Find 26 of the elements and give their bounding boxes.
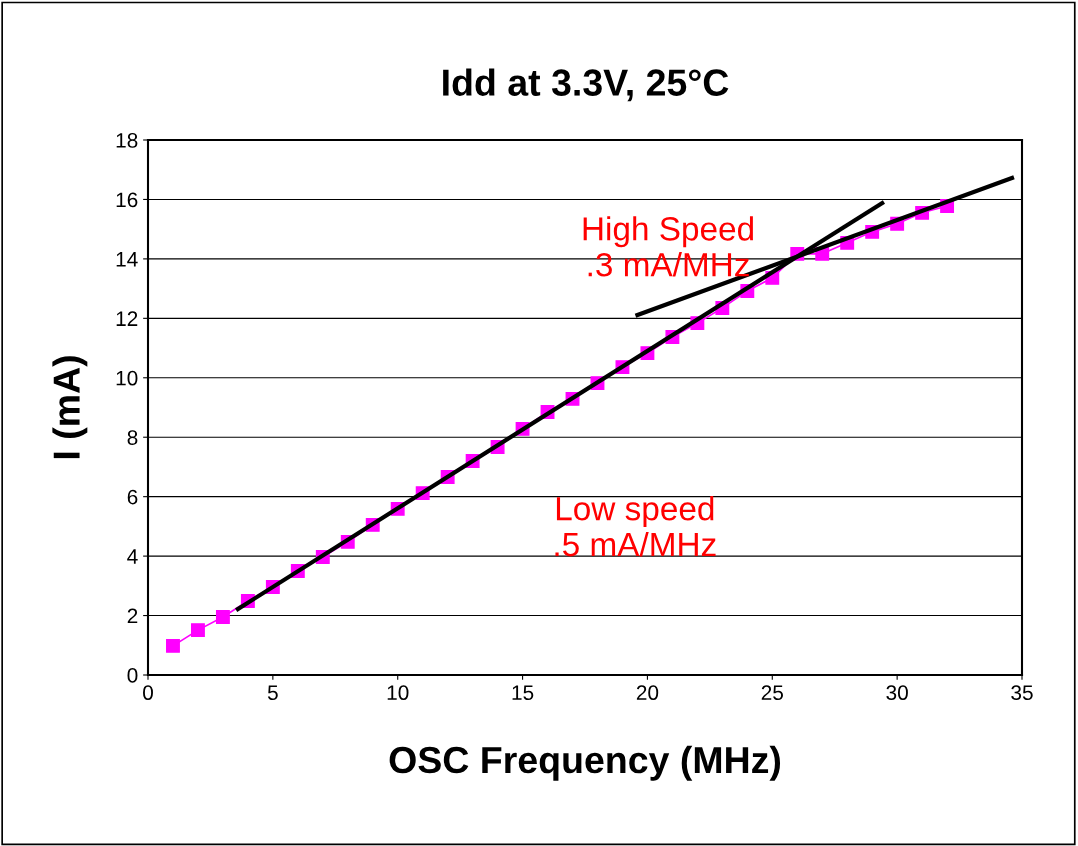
- y-tick-label: 12: [116, 311, 138, 326]
- annotation: High Speed .3 mA/MHz: [583, 216, 753, 277]
- y-tick-label: 8: [127, 430, 138, 445]
- chart-title: Idd at 3.3V, 25°C: [443, 68, 729, 102]
- x-tick-label: 25: [761, 685, 783, 701]
- x-tick-label: 20: [636, 685, 659, 701]
- y-tick-label: 18: [116, 133, 138, 148]
- x-tick-label: 15: [512, 685, 534, 701]
- y-tick-label: 14: [116, 252, 138, 267]
- y-axis-title: I (mA): [52, 356, 88, 459]
- x-tick-label: 0: [143, 685, 153, 701]
- y-tick-label: 0: [127, 668, 138, 683]
- x-axis-title: OSC Frequency (MHz): [389, 745, 781, 781]
- y-tick-label: 16: [116, 192, 138, 208]
- y-tick-label: 10: [116, 370, 138, 386]
- point: [190, 623, 205, 638]
- point: [166, 638, 180, 653]
- y-tick-label: 6: [127, 489, 138, 505]
- point: [215, 610, 230, 624]
- x-tick-label: 5: [267, 685, 278, 701]
- annotation: Low speed .5 mA/MHz: [555, 495, 716, 557]
- x-tick-label: 35: [1011, 685, 1033, 701]
- x-tick-label: 10: [387, 685, 409, 701]
- y-tick-label: 2: [127, 608, 138, 624]
- x-tick-label: 30: [886, 685, 908, 701]
- y-tick-label: 4: [127, 549, 138, 564]
